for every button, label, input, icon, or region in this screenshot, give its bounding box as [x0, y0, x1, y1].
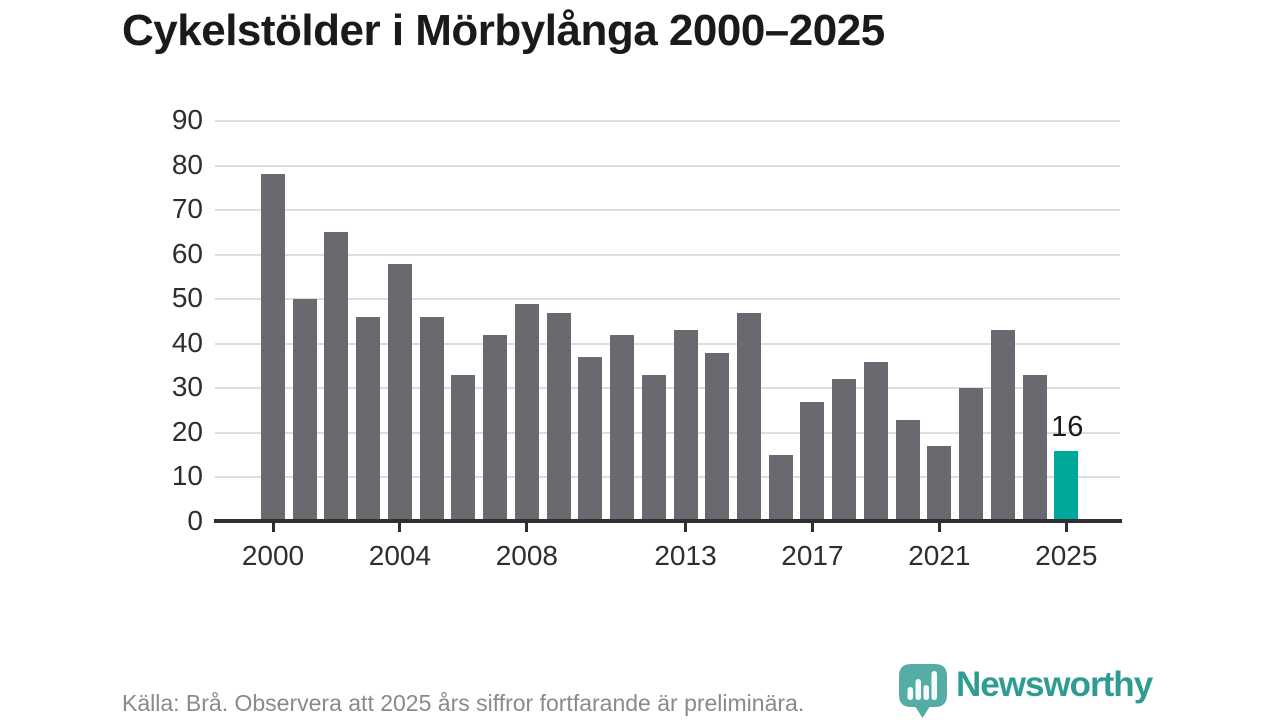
- chart-title: Cykelstölder i Mörbylånga 2000–2025: [122, 6, 885, 55]
- bar-2022: [959, 388, 984, 522]
- bar-2002: [324, 232, 349, 522]
- x-axis-line: [214, 519, 1122, 523]
- bar-2019: [863, 361, 888, 522]
- bar-2003: [356, 317, 381, 522]
- gridline: [215, 209, 1120, 212]
- y-axis-tick-label: 60: [171, 237, 203, 269]
- bar-2010: [578, 357, 603, 522]
- gridline: [215, 476, 1120, 479]
- x-axis-tick-label: 2021: [908, 540, 971, 571]
- gridline: [215, 387, 1120, 390]
- bar-2013: [673, 330, 698, 522]
- bar-2001: [292, 299, 317, 522]
- gridline: [215, 298, 1120, 301]
- bar-2014: [705, 352, 730, 522]
- x-axis-tick-label: 2025: [1035, 540, 1098, 571]
- newsworthy-logo-text: Newsworthy: [956, 665, 1153, 704]
- bar-2021: [927, 446, 952, 522]
- gridline: [215, 120, 1120, 122]
- gridline: [215, 431, 1120, 434]
- x-axis-tick-mark: [937, 523, 941, 532]
- y-axis-tick-label: 20: [171, 415, 203, 447]
- bar-2005: [419, 317, 444, 522]
- y-axis-tick-label: 70: [171, 192, 203, 224]
- x-axis-tick-mark: [398, 523, 402, 532]
- bar-2016: [768, 455, 793, 522]
- x-axis-tick-mark: [525, 523, 529, 532]
- newsworthy-logo: Newsworthy: [897, 662, 1153, 719]
- plot-area: [215, 120, 1120, 522]
- x-axis-tick-mark: [810, 523, 814, 532]
- y-axis-tick-label: 0: [187, 504, 203, 536]
- bar-2011: [610, 334, 635, 522]
- x-axis-tick-label: 2017: [781, 540, 844, 571]
- gridline: [215, 253, 1120, 256]
- bar-2025: [1054, 450, 1079, 522]
- gridline: [215, 342, 1120, 345]
- bar-2012: [641, 374, 666, 522]
- y-axis-tick-label: 10: [171, 460, 203, 492]
- bar-2006: [451, 374, 476, 522]
- y-axis-tick-label: 50: [171, 282, 203, 314]
- bar-2018: [832, 379, 857, 522]
- x-axis-tick-label: 2008: [495, 540, 558, 571]
- x-axis-tick-mark: [684, 523, 688, 532]
- y-axis-tick-label: 80: [171, 148, 203, 180]
- x-axis-tick-mark: [1064, 523, 1068, 532]
- bar-2017: [800, 401, 825, 522]
- x-axis-tick-label: 2000: [241, 540, 305, 571]
- bar-2015: [736, 312, 761, 522]
- bar-2004: [387, 263, 412, 522]
- y-axis-tick-label: 90: [171, 103, 203, 135]
- bar-2007: [483, 334, 508, 522]
- highlight-value-label: 16: [1051, 410, 1084, 443]
- x-axis-tick-label: 2013: [654, 540, 717, 571]
- bar-2020: [895, 419, 920, 522]
- bar-2023: [990, 330, 1015, 522]
- newsworthy-speech-bubble-bar-chart-icon: [899, 664, 947, 718]
- x-axis-tick-mark: [271, 523, 275, 532]
- gridline: [215, 164, 1120, 167]
- x-axis-tick-label: 2004: [368, 540, 432, 571]
- bar-2024: [1022, 374, 1047, 522]
- source-note: Källa: Brå. Observera att 2025 års siffr…: [122, 690, 805, 716]
- y-axis-tick-label: 30: [171, 371, 203, 403]
- bar-2009: [546, 312, 571, 522]
- y-axis-tick-label: 40: [171, 326, 203, 358]
- bar-2000: [261, 174, 285, 522]
- bar-2008: [514, 303, 539, 522]
